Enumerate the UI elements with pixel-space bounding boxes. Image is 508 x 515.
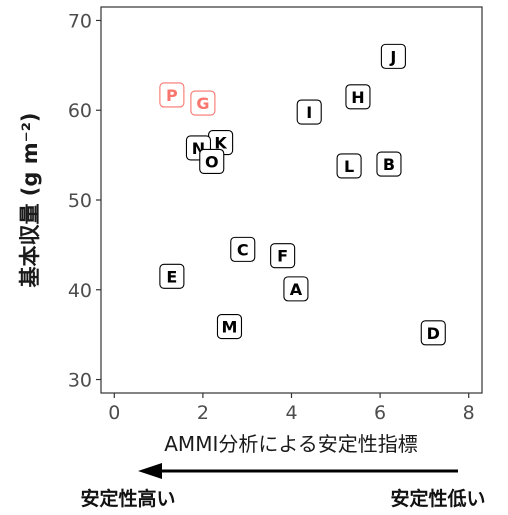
point-label: D: [427, 324, 440, 343]
point-label-box: [420, 320, 446, 346]
point-label: J: [389, 47, 396, 66]
point-label-box: [216, 314, 243, 340]
point-label: C: [237, 240, 249, 259]
x-tick-label: 6: [374, 402, 386, 424]
y-axis-title: 基本収量 (g m⁻²): [18, 112, 42, 287]
point-label-box: [296, 99, 322, 125]
x-axis-title: AMMI分析による安定性指標: [164, 432, 418, 456]
point-label: L: [344, 157, 354, 176]
point-label-box: [270, 243, 296, 269]
point-H: H: [345, 84, 371, 110]
point-B: B: [376, 151, 402, 177]
point-label-box: [283, 276, 309, 302]
x-tick-label: 4: [285, 402, 297, 424]
x-tick-label: 0: [108, 402, 120, 424]
point-label-box: [380, 43, 406, 69]
point-label: A: [290, 280, 303, 299]
point-label: G: [196, 94, 209, 113]
y-tick-label: 60: [68, 100, 92, 122]
point-label: O: [205, 152, 219, 171]
y-tick-label: 70: [68, 10, 92, 32]
point-label: F: [277, 247, 288, 266]
point-C: C: [230, 236, 256, 262]
x-tick-label: 8: [463, 402, 475, 424]
point-label-box: [336, 153, 362, 179]
point-F: F: [270, 243, 296, 269]
point-E: E: [159, 263, 185, 289]
point-M: M: [216, 314, 243, 340]
point-label-box: [159, 82, 185, 108]
low-stability-label: 安定性低い: [390, 487, 485, 510]
point-J: J: [380, 43, 406, 69]
y-axis: 30 40 50 60 70: [68, 10, 101, 392]
point-label-box: [190, 90, 216, 116]
x-axis: 0 2 4 6 8: [108, 393, 475, 424]
stability-arrow: [138, 463, 458, 479]
point-label: H: [351, 88, 364, 107]
high-stability-label: 安定性高い: [80, 487, 175, 510]
point-label-box: [159, 263, 185, 289]
point-I: I: [296, 99, 322, 125]
point-label-box: [376, 151, 402, 177]
point-label-box: [199, 148, 225, 174]
point-P: P: [159, 82, 185, 108]
y-tick-label: 30: [68, 370, 92, 392]
plot-panel: [100, 6, 483, 394]
point-A: A: [283, 276, 309, 302]
point-label-box: [230, 236, 256, 262]
point-G: G: [190, 90, 216, 116]
point-label: E: [166, 267, 177, 286]
point-label: M: [222, 318, 238, 337]
x-tick-label: 2: [197, 402, 209, 424]
point-label: B: [383, 155, 395, 174]
point-L: L: [336, 153, 362, 179]
y-tick-label: 50: [68, 190, 92, 212]
point-label: K: [214, 134, 227, 153]
point-label: P: [166, 86, 178, 105]
point-O: O: [199, 148, 225, 174]
point-D: D: [420, 320, 446, 346]
point-label-box: [345, 84, 371, 110]
y-tick-label: 40: [68, 280, 92, 302]
point-label: I: [306, 103, 312, 122]
